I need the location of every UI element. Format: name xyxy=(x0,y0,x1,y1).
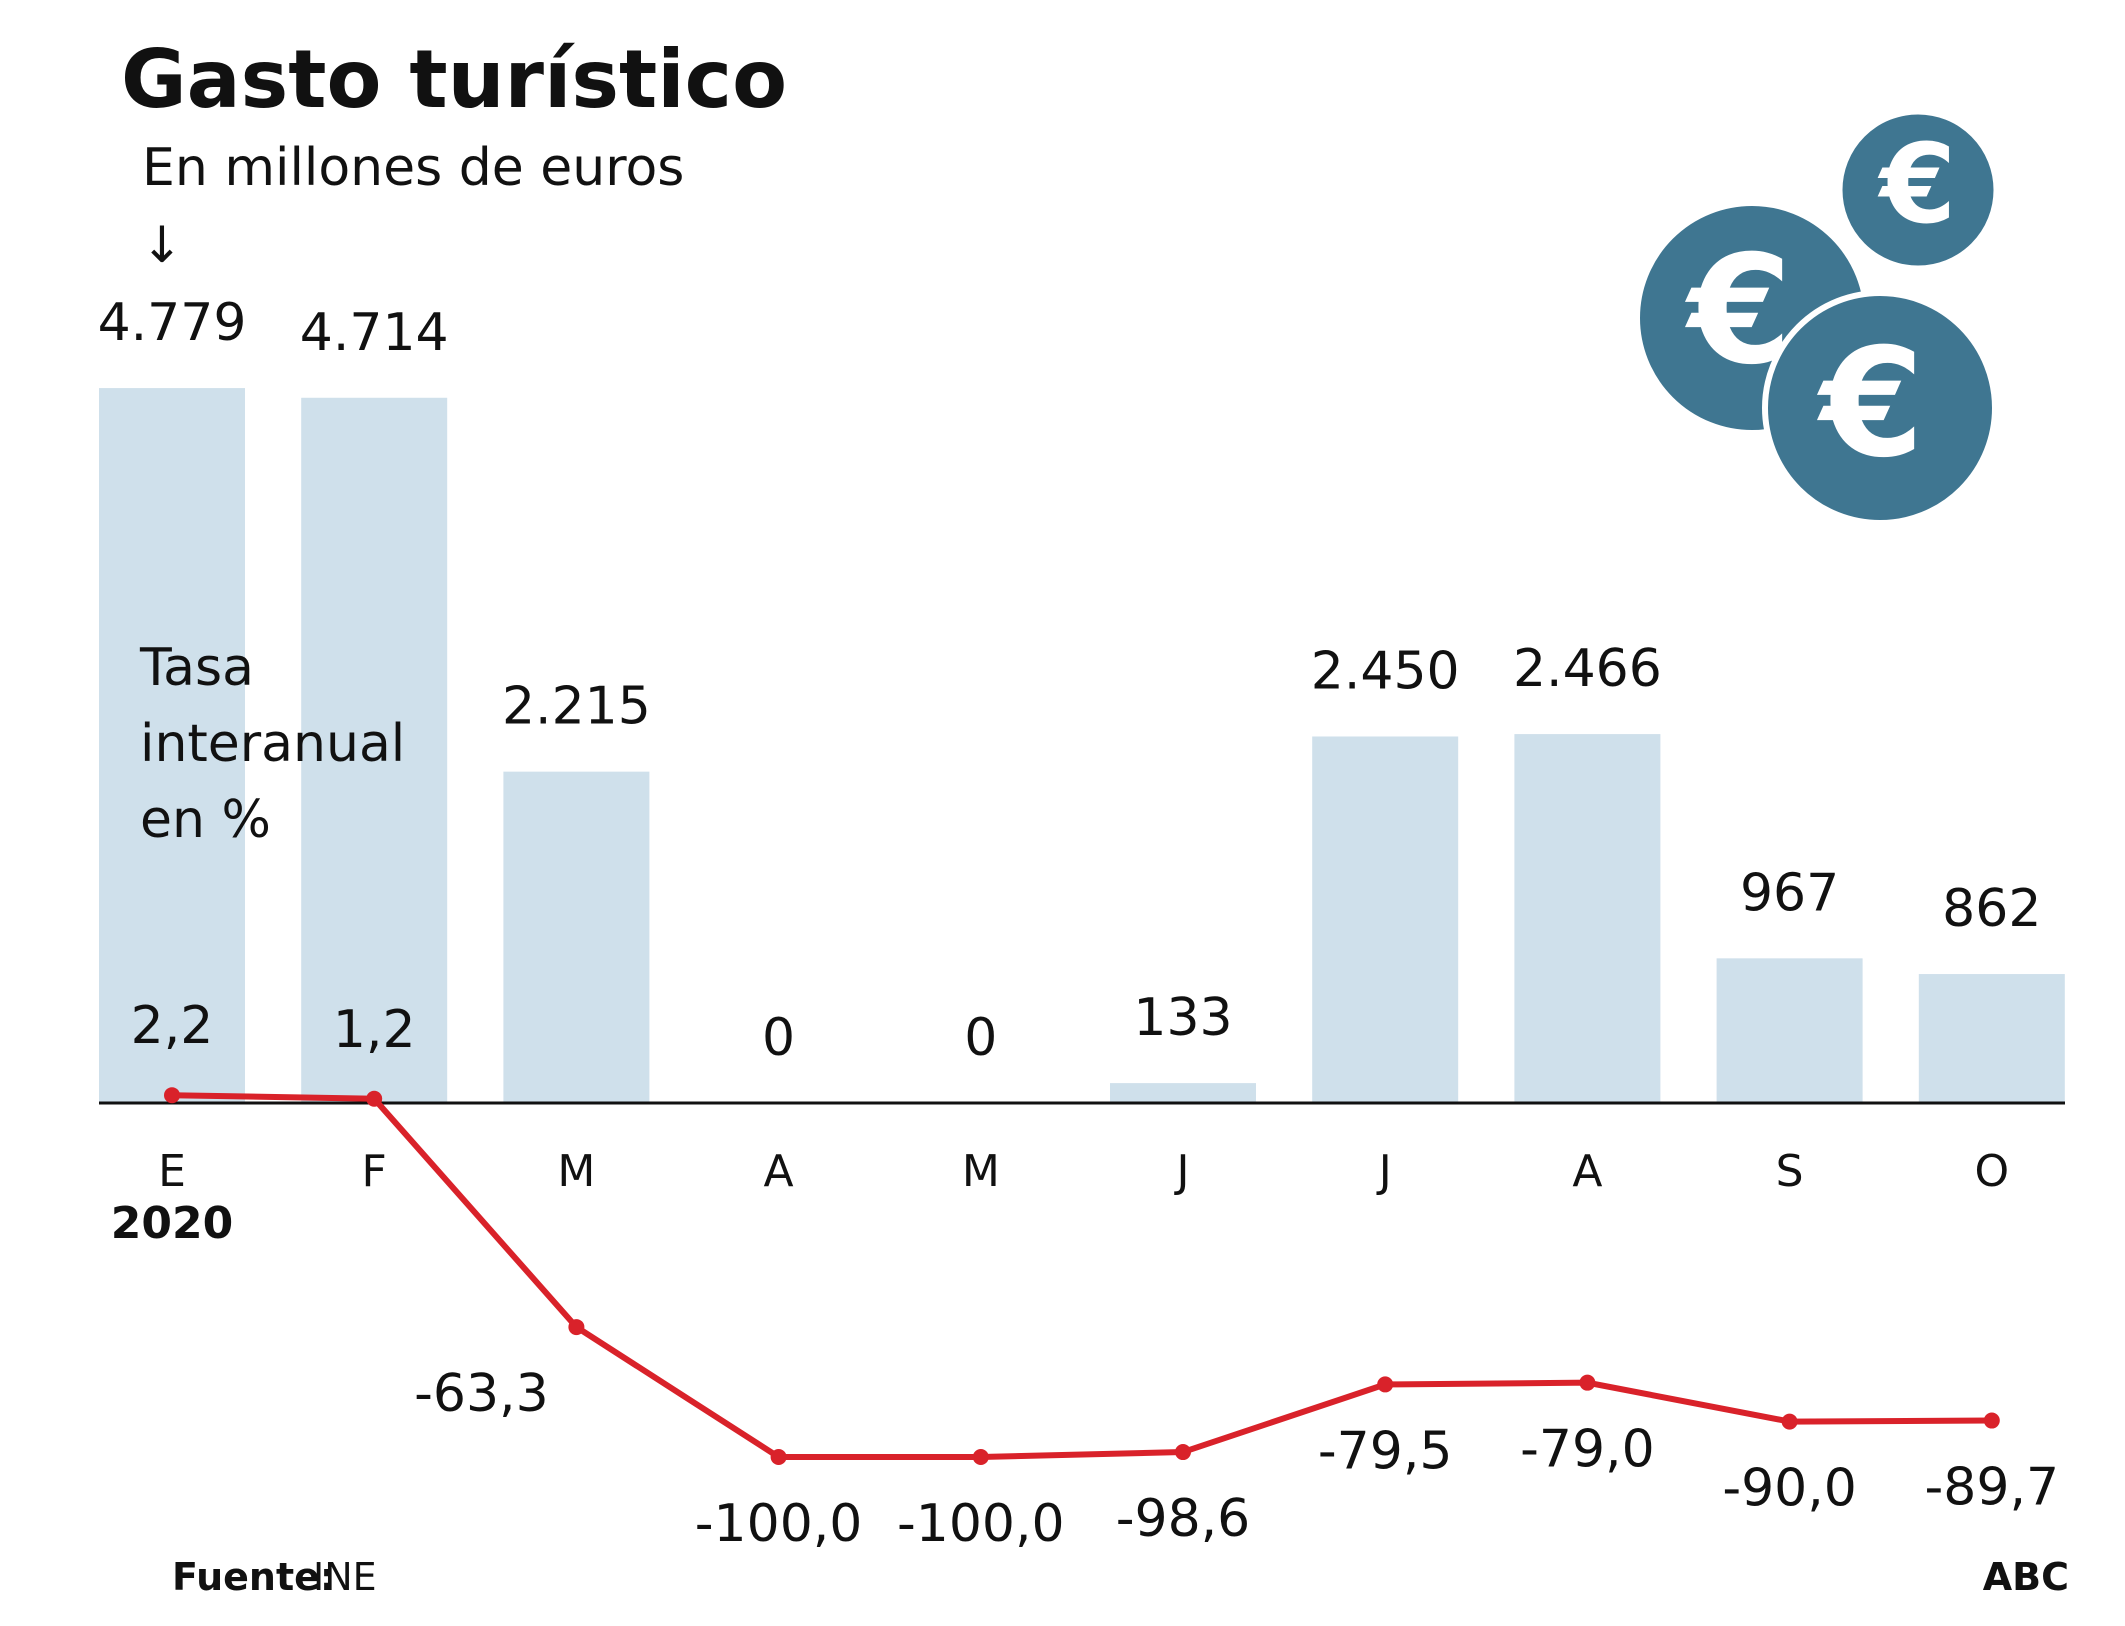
bar-value-label: 4.714 xyxy=(300,303,449,363)
line-point xyxy=(1781,1413,1798,1430)
line-value-label: -79,5 xyxy=(1318,1421,1453,1481)
bar-value-label: 0 xyxy=(762,1008,795,1068)
bar xyxy=(99,388,245,1103)
bar xyxy=(1110,1083,1256,1103)
source-text: INE xyxy=(313,1555,377,1599)
bar xyxy=(503,771,650,1103)
bar-value-label: 4.779 xyxy=(98,293,247,353)
bar xyxy=(1716,958,1863,1103)
line-point xyxy=(568,1319,585,1336)
bar-value-label: 2.450 xyxy=(1311,641,1460,701)
bar-value-label: 862 xyxy=(1942,879,2041,939)
x-tick-label: J xyxy=(1174,1146,1190,1197)
line-series-label: Tasa interanual en % xyxy=(140,638,406,850)
bar-value-label: 0 xyxy=(964,1008,997,1068)
line-point xyxy=(1579,1374,1596,1391)
line-point xyxy=(770,1449,787,1465)
year-label: 2020 xyxy=(111,1198,233,1249)
bar xyxy=(1312,736,1459,1103)
bar-value-label: 967 xyxy=(1740,863,1839,923)
line-value-label: -98,6 xyxy=(1116,1489,1251,1549)
x-tick-label: F xyxy=(362,1146,387,1197)
x-tick-label: M xyxy=(962,1146,1000,1197)
line-value-label: -100,0 xyxy=(897,1494,1065,1554)
line-value-label: -100,0 xyxy=(695,1494,863,1554)
line-point xyxy=(366,1090,383,1107)
credit: ABC xyxy=(1983,1555,2069,1599)
x-tick-label: O xyxy=(1974,1146,2009,1197)
line-point xyxy=(164,1087,180,1104)
x-tick-label: A xyxy=(764,1146,794,1197)
line-value-label: 1,2 xyxy=(333,1000,416,1060)
chart-title: Gasto turístico xyxy=(121,33,787,126)
coins: € € € xyxy=(1634,109,1999,526)
line-value-label: -63,3 xyxy=(414,1364,549,1424)
source-label: Fuente: xyxy=(172,1555,335,1599)
x-tick-label: A xyxy=(1572,1146,1602,1197)
line-value-label: -79,0 xyxy=(1520,1420,1655,1480)
x-tick-label: M xyxy=(557,1146,595,1197)
line-point xyxy=(1175,1444,1191,1461)
bar-value-label: 2.215 xyxy=(502,677,651,737)
x-tick-label: J xyxy=(1376,1146,1392,1197)
x-tick-label: E xyxy=(158,1146,186,1197)
bar-value-label: 2.466 xyxy=(1513,639,1662,699)
bar-series-label: En millones de euros xyxy=(142,138,684,198)
line-point xyxy=(972,1449,989,1465)
svg-text:€: € xyxy=(1817,317,1924,491)
arrow: ↓ xyxy=(141,216,183,274)
bar-value-label: 133 xyxy=(1133,988,1232,1048)
line-point xyxy=(1377,1376,1394,1393)
line-value-label: -89,7 xyxy=(1925,1458,2060,1518)
line-value-label: -90,0 xyxy=(1722,1459,1857,1519)
line-value-label: 2,2 xyxy=(131,996,214,1056)
svg-text:€: € xyxy=(1877,120,1957,248)
x-tick-label: S xyxy=(1776,1146,1804,1197)
bar xyxy=(1918,974,2065,1103)
line-point xyxy=(1983,1412,2000,1429)
bar xyxy=(301,397,448,1103)
line xyxy=(171,1092,1992,1460)
bar xyxy=(1514,734,1661,1103)
